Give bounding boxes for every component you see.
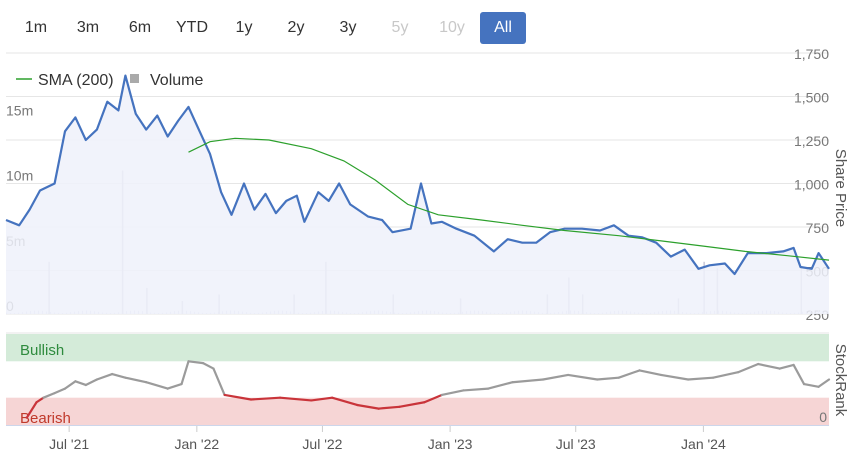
- stockrank-segment: [310, 396, 334, 402]
- x-tick-label: Jan '24: [681, 436, 726, 452]
- range-button-2y[interactable]: 2y: [287, 19, 305, 36]
- stockrank-segment: [201, 362, 215, 370]
- stockrank-segment: [659, 373, 690, 381]
- x-tick-label: Jul '23: [556, 436, 596, 452]
- range-selector: 1m 3m 6m YTD 1y 2y 3y 5y 10y All: [0, 12, 560, 44]
- stockrank-segment: [111, 372, 127, 379]
- stockrank-segment: [187, 360, 205, 365]
- price-tick-label: 1,000: [794, 177, 829, 193]
- stockrank-tick-label: 0: [819, 409, 827, 425]
- legend-volume-marker: [130, 74, 139, 83]
- stockrank-segment: [736, 362, 760, 374]
- stockrank-segment: [423, 393, 443, 404]
- range-button-3m[interactable]: 3m: [76, 19, 100, 36]
- stockrank-segment: [792, 363, 806, 386]
- stockrank-segment: [212, 367, 226, 397]
- stockrank-segment: [687, 376, 715, 381]
- stockrank-segment: [596, 376, 620, 381]
- stockrank-segment: [778, 363, 795, 370]
- band-bullish: [6, 334, 829, 362]
- price-tick-label: 1,500: [794, 90, 829, 106]
- stockrank-segment: [249, 396, 282, 401]
- price-axis-title: Share Price: [832, 149, 849, 227]
- range-button-6m[interactable]: 6m: [128, 19, 152, 36]
- stockrank-segment: [542, 373, 570, 381]
- price-tick-label: 750: [806, 220, 830, 236]
- stockrank-segment: [638, 369, 663, 377]
- legend-volume-label: Volume: [150, 72, 203, 89]
- legend-sma-label: SMA (200): [38, 72, 114, 89]
- stockrank-segment: [42, 392, 56, 399]
- stockrank-segment: [356, 403, 380, 410]
- range-button-1y[interactable]: 1y: [235, 19, 253, 36]
- band-label-bullish: Bullish: [20, 342, 64, 359]
- stockrank-segment: [817, 378, 831, 388]
- price-line: [5, 74, 830, 276]
- stockrank-segment: [25, 401, 38, 419]
- range-button-all[interactable]: All: [480, 12, 526, 44]
- stockrank-segment: [180, 360, 190, 386]
- volume-tick-label: 15m: [6, 102, 33, 118]
- stockrank-axis-title: StockRank: [832, 344, 849, 417]
- range-button-ytd[interactable]: YTD: [176, 19, 208, 36]
- stockrank-segment: [398, 401, 426, 408]
- stockrank-segment: [166, 382, 183, 390]
- stockrank-segment: [84, 378, 99, 387]
- price-tick-label: 1,250: [794, 133, 829, 149]
- stockrank-segment: [53, 387, 67, 395]
- x-tick-label: Jan '23: [428, 436, 473, 452]
- band-bearish: [6, 397, 829, 425]
- x-tick-label: Jan '22: [174, 436, 219, 452]
- stockrank-segment: [566, 373, 599, 381]
- range-button-10y: 10y: [439, 19, 465, 36]
- stockrank-segment: [462, 387, 490, 392]
- price-tick-label: 1,750: [794, 46, 829, 62]
- stockrank-segment: [35, 396, 45, 404]
- stockrank-segment: [63, 380, 77, 390]
- range-button-5y: 5y: [391, 19, 409, 36]
- stockrank-segment: [279, 396, 313, 402]
- stockrank-segment: [511, 378, 545, 384]
- stockrank-segment: [487, 381, 514, 390]
- stockrank-segment: [802, 382, 820, 388]
- stockrank-segment: [440, 389, 465, 397]
- range-button-3y[interactable]: 3y: [339, 19, 357, 36]
- price-area: [6, 75, 829, 314]
- stockrank-segment: [74, 380, 87, 387]
- stockrank-segment: [223, 393, 253, 401]
- stockrank-segment: [331, 396, 359, 407]
- stockrank-segment: [124, 376, 148, 384]
- stockrank-segment: [145, 381, 169, 390]
- volume-tick-label: 10m: [6, 168, 33, 184]
- x-tick-label: Jul '22: [302, 436, 342, 452]
- stockrank-segment: [377, 405, 401, 410]
- stockrank-segment: [712, 371, 740, 379]
- stockrank-segment: [617, 369, 641, 379]
- stockrank-segment: [95, 372, 114, 381]
- x-tick-label: Jul '21: [49, 436, 89, 452]
- stockrank-segment: [757, 362, 781, 370]
- band-label-bearish: Bearish: [20, 410, 71, 427]
- range-button-1m[interactable]: 1m: [24, 19, 48, 36]
- sma-line: [188, 137, 830, 261]
